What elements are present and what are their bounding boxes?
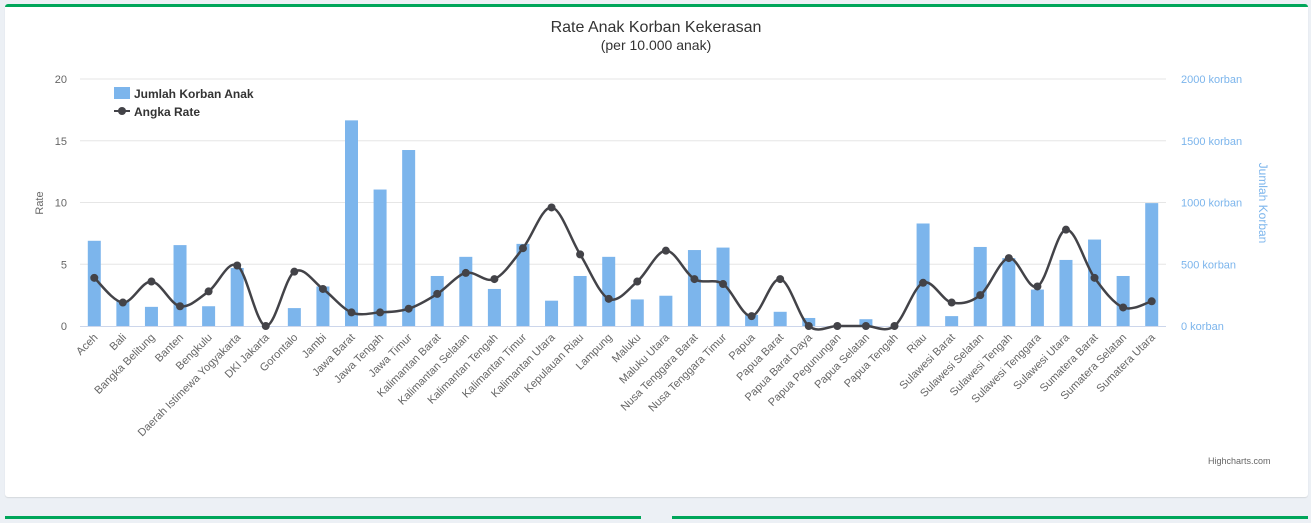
rate-line <box>93 206 1153 331</box>
bar <box>1002 258 1016 326</box>
bar <box>87 240 101 326</box>
rate-point <box>376 308 385 317</box>
bar <box>1116 275 1130 326</box>
x-tick-label: Bali <box>108 332 129 353</box>
bar <box>1030 289 1044 326</box>
rate-point <box>976 291 985 300</box>
y-right-tick-label: 0 korban <box>1181 321 1224 333</box>
bar <box>573 275 587 326</box>
bar <box>487 288 501 326</box>
bar <box>773 311 787 326</box>
rate-point <box>1090 273 1099 282</box>
rate-point <box>1004 254 1013 263</box>
rate-point <box>604 294 613 303</box>
rate-point <box>747 312 756 321</box>
rate-point <box>261 322 270 330</box>
bar <box>802 317 816 326</box>
legend-swatch-bars <box>114 87 130 99</box>
bar <box>545 300 559 326</box>
bar <box>173 245 187 326</box>
bar <box>459 256 473 326</box>
rate-point <box>404 304 413 313</box>
bar <box>602 256 616 326</box>
x-tick-label: Aceh <box>74 332 100 358</box>
rate-point <box>490 275 499 284</box>
rate-point <box>518 244 527 253</box>
bar <box>287 308 301 326</box>
y-left-tick-label: 5 <box>61 259 67 271</box>
y-right-tick-label: 2000 korban <box>1181 74 1242 86</box>
rate-point <box>547 203 556 212</box>
bar <box>630 299 644 326</box>
rate-point <box>1119 303 1128 312</box>
bar <box>1088 239 1102 326</box>
rate-point <box>290 267 299 276</box>
y-right-axis-title: Jumlah Korban <box>1256 163 1270 244</box>
rate-point <box>919 278 928 287</box>
rate-point <box>118 298 127 307</box>
rate-point <box>461 268 470 277</box>
bar <box>945 316 959 326</box>
rate-point <box>1147 297 1156 306</box>
y-right-tick-label: 1000 korban <box>1181 198 1242 210</box>
credits-link[interactable]: Highcharts.com <box>1208 456 1271 466</box>
rate-point <box>947 298 956 307</box>
rate-point <box>90 273 99 282</box>
bar <box>202 306 216 326</box>
rate-point <box>833 322 842 330</box>
y-left-tick-label: 20 <box>55 74 67 86</box>
rate-point <box>233 261 242 270</box>
bar <box>745 314 759 326</box>
rate-point <box>1033 282 1042 291</box>
bar <box>116 301 130 326</box>
y-right-tick-label: 500 korban <box>1181 259 1236 271</box>
rate-point <box>176 302 185 311</box>
rate-point <box>719 280 728 289</box>
bar <box>430 275 444 326</box>
rate-point <box>204 287 213 296</box>
y-right-tick-label: 1500 korban <box>1181 136 1242 148</box>
y-left-tick-label: 15 <box>55 136 67 148</box>
rate-point <box>633 277 642 286</box>
bar <box>916 223 930 326</box>
bar <box>659 295 673 326</box>
next-panel-top-border-2 <box>672 516 1308 519</box>
legend-label-bars: Jumlah Korban Anak <box>134 87 254 101</box>
bar <box>144 306 158 326</box>
bar <box>516 243 530 326</box>
rate-point <box>861 322 870 330</box>
bar <box>230 267 244 326</box>
bar <box>1059 259 1073 326</box>
legend-label-line: Angka Rate <box>134 105 200 119</box>
rate-point <box>347 308 356 317</box>
bar <box>402 150 416 326</box>
chart-subtitle: (per 10.000 anak) <box>601 37 712 53</box>
rate-point <box>890 322 899 330</box>
bar <box>687 250 701 326</box>
rate-point <box>318 284 327 293</box>
bar <box>345 120 358 326</box>
x-tick-label: Riau <box>905 332 929 356</box>
bar <box>316 286 330 326</box>
rate-point <box>433 289 442 298</box>
rate-point <box>1061 225 1070 234</box>
bar <box>973 246 987 326</box>
y-left-tick-label: 0 <box>61 321 67 333</box>
next-panel-top-border <box>5 516 641 519</box>
rate-point <box>804 322 813 330</box>
rate-point <box>661 246 670 255</box>
chart-title: Rate Anak Korban Kekerasan <box>551 19 762 36</box>
bar <box>1145 203 1159 326</box>
rate-point <box>576 250 585 259</box>
rate-point <box>690 275 699 284</box>
bar <box>373 189 387 326</box>
y-left-axis-title: Rate <box>34 191 46 214</box>
rate-point <box>147 277 156 286</box>
rate-point <box>776 275 785 284</box>
y-left-tick-label: 10 <box>55 198 67 210</box>
legend-swatch-marker <box>118 107 126 115</box>
